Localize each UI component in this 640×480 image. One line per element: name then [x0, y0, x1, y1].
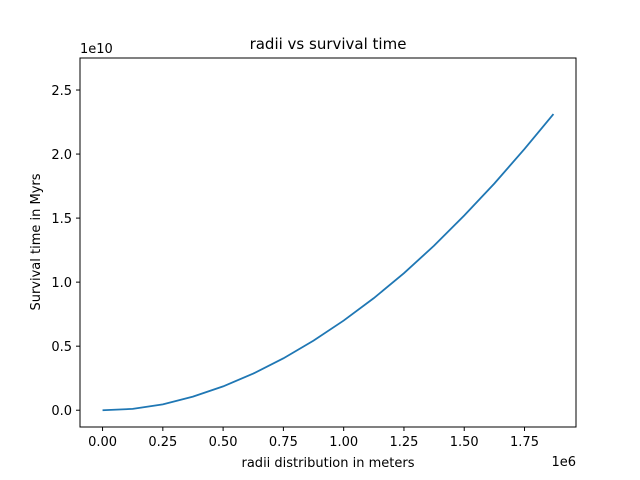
x-tick-label: 1.50 — [450, 435, 479, 450]
chart-title: radii vs survival time — [250, 35, 407, 53]
series-line — [102, 113, 555, 412]
x-tick-label: 0.75 — [269, 435, 298, 450]
y-tick-label: 0.5 — [51, 340, 72, 355]
x-tick-label: 1.25 — [389, 435, 418, 450]
x-axis: 0.00 0.25 0.50 0.75 1.00 1.25 1.50 1.75 — [88, 427, 539, 450]
y-axis-label: Survival time in Myrs — [29, 173, 44, 310]
x-tick-label: 0.50 — [209, 435, 238, 450]
y-tick-label: 0.0 — [51, 404, 72, 419]
y-tick-label: 2.5 — [51, 84, 72, 99]
x-axis-label: radii distribution in meters — [242, 456, 415, 471]
plot-frame — [79, 57, 577, 428]
y-offset-label: 1e10 — [80, 42, 113, 57]
y-tick-label: 1.0 — [51, 276, 72, 291]
y-tick-label: 2.0 — [51, 148, 72, 163]
y-axis: 0.0 0.5 1.0 1.5 2.0 2.5 — [51, 84, 80, 419]
x-offset-label: 1e6 — [551, 455, 576, 470]
x-tick-label: 1.00 — [329, 435, 358, 450]
x-tick-label: 0.00 — [88, 435, 117, 450]
x-tick-label: 0.25 — [148, 435, 177, 450]
y-tick-label: 1.5 — [51, 212, 72, 227]
x-tick-label: 1.75 — [510, 435, 539, 450]
